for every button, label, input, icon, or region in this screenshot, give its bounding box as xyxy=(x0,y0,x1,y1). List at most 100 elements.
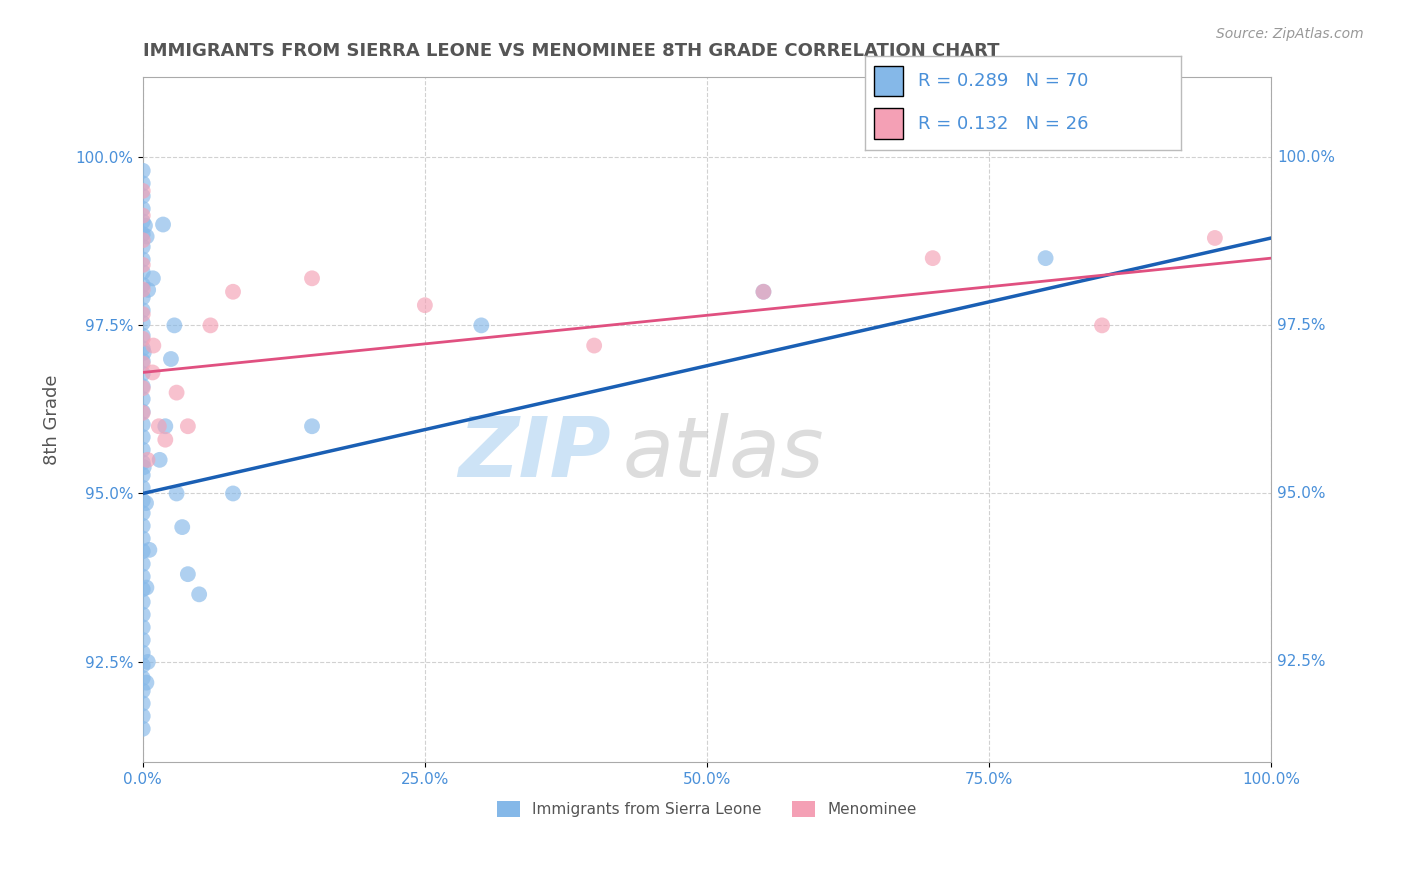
Point xyxy=(135,229,157,244)
Point xyxy=(132,354,155,368)
Point xyxy=(136,283,159,297)
Point xyxy=(166,486,188,500)
Point xyxy=(132,658,155,673)
Point xyxy=(132,406,155,420)
Point xyxy=(132,214,155,228)
Point xyxy=(166,385,188,400)
Point xyxy=(132,184,155,198)
Point xyxy=(1091,318,1114,333)
Point xyxy=(132,671,155,685)
Point xyxy=(132,227,155,241)
Point xyxy=(1204,231,1226,245)
Text: 95.0%: 95.0% xyxy=(1277,486,1326,501)
Point xyxy=(132,468,155,483)
Point xyxy=(163,318,186,333)
Point xyxy=(132,202,155,216)
Text: R = 0.289   N = 70: R = 0.289 N = 70 xyxy=(918,71,1088,89)
Point xyxy=(132,519,155,533)
Point xyxy=(132,307,155,321)
Point xyxy=(132,722,155,736)
Point xyxy=(132,332,155,346)
Point xyxy=(135,581,157,595)
Point xyxy=(135,675,157,690)
FancyBboxPatch shape xyxy=(875,108,903,138)
Point xyxy=(160,351,183,366)
Point xyxy=(132,303,155,318)
Point xyxy=(132,379,155,393)
Text: atlas: atlas xyxy=(623,413,824,494)
Point xyxy=(149,453,172,467)
Point xyxy=(132,532,155,546)
Point xyxy=(301,271,323,285)
Point xyxy=(132,328,155,343)
Point xyxy=(132,607,155,622)
Text: 100.0%: 100.0% xyxy=(1277,150,1334,165)
Point xyxy=(752,285,775,299)
Point xyxy=(148,419,170,434)
Point xyxy=(222,486,245,500)
Point xyxy=(132,557,155,571)
Text: R = 0.132   N = 26: R = 0.132 N = 26 xyxy=(918,115,1090,133)
Text: IMMIGRANTS FROM SIERRA LEONE VS MENOMINEE 8TH GRADE CORRELATION CHART: IMMIGRANTS FROM SIERRA LEONE VS MENOMINE… xyxy=(143,42,1000,60)
Point xyxy=(132,316,155,330)
Point xyxy=(132,481,155,495)
Point xyxy=(134,219,156,233)
Point xyxy=(152,218,174,232)
Point xyxy=(132,646,155,660)
Point xyxy=(132,291,155,305)
Point xyxy=(132,697,155,711)
Point xyxy=(132,620,155,634)
Point xyxy=(155,419,177,434)
Text: 97.5%: 97.5% xyxy=(1277,318,1326,333)
Point xyxy=(136,453,159,467)
Point xyxy=(132,177,155,191)
Point xyxy=(132,506,155,520)
Point xyxy=(132,544,155,558)
Point xyxy=(132,417,155,432)
Point xyxy=(132,240,155,254)
Point xyxy=(132,209,155,223)
Point xyxy=(132,189,155,203)
Point xyxy=(470,318,492,333)
Point xyxy=(132,442,155,457)
Point xyxy=(132,233,155,247)
Point xyxy=(132,569,155,583)
Y-axis label: 8th Grade: 8th Grade xyxy=(44,375,60,465)
Point xyxy=(132,283,155,297)
Point xyxy=(136,655,159,669)
Point xyxy=(752,285,775,299)
Point xyxy=(132,460,155,475)
Point xyxy=(222,285,245,299)
Point xyxy=(921,251,943,265)
Point xyxy=(132,430,155,444)
Point xyxy=(200,318,222,333)
Point xyxy=(132,582,155,597)
FancyBboxPatch shape xyxy=(875,66,903,96)
Point xyxy=(132,265,155,279)
Point xyxy=(132,633,155,648)
Legend: Immigrants from Sierra Leone, Menominee: Immigrants from Sierra Leone, Menominee xyxy=(491,795,922,823)
Point xyxy=(132,258,155,272)
Text: ZIP: ZIP xyxy=(458,413,612,494)
Point xyxy=(132,163,155,178)
Point xyxy=(142,271,165,285)
Point xyxy=(132,345,155,359)
Point xyxy=(301,419,323,434)
Point xyxy=(135,496,157,510)
Point xyxy=(177,419,200,434)
Text: 92.5%: 92.5% xyxy=(1277,654,1326,669)
Text: Source: ZipAtlas.com: Source: ZipAtlas.com xyxy=(1216,27,1364,41)
Point xyxy=(155,433,177,447)
Point xyxy=(132,405,155,419)
Point xyxy=(132,709,155,723)
Point xyxy=(583,338,606,352)
Point xyxy=(138,542,160,557)
Point xyxy=(188,587,211,601)
Point xyxy=(132,277,155,292)
Point xyxy=(172,520,194,534)
Point xyxy=(132,493,155,508)
Point xyxy=(132,595,155,609)
Point xyxy=(132,356,155,370)
Point xyxy=(177,567,200,582)
Point xyxy=(141,366,163,380)
